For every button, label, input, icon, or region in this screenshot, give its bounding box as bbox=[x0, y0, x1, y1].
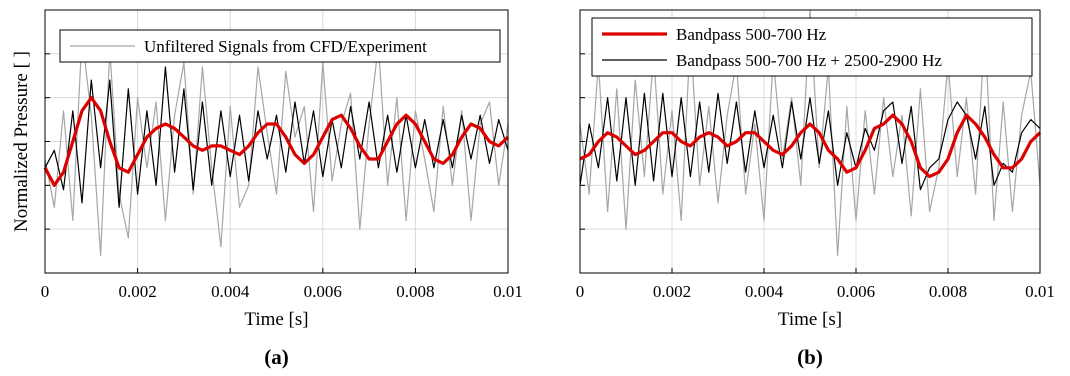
panel-a-legend: Unfiltered Signals from CFD/Experiment bbox=[59, 29, 501, 63]
panel-a-x-tick-label-2: 0.004 bbox=[211, 282, 250, 301]
panel-a-legend-label-0: Unfiltered Signals from CFD/Experiment bbox=[144, 37, 427, 56]
panel-b-x-tick-label-2: 0.004 bbox=[745, 282, 784, 301]
panel-b-legend-label-1: Bandpass 500-700 Hz + 2500-2900 Hz bbox=[676, 51, 942, 70]
panel-b-series-line-2 bbox=[579, 113, 1042, 179]
panel-a-x-tick-label-1: 0.002 bbox=[118, 282, 156, 301]
panel-a-label: (a) bbox=[264, 345, 289, 369]
panel-a-x-tick-label-5: 0.01 bbox=[493, 282, 523, 301]
panel-a: 0 0.002 0.004 0.006 0.008 0.01 Time [s] Norma… bbox=[11, 9, 523, 369]
panel-b-legend-box bbox=[591, 17, 1033, 77]
panel-a-x-tick-label-3: 0.006 bbox=[304, 282, 342, 301]
panel-b: 0 0.002 0.004 0.006 0.008 0.01 Time [s] Bandp… bbox=[576, 9, 1055, 369]
panel-a-ticks: 0 0.002 0.004 0.006 0.008 0.01 bbox=[41, 53, 523, 301]
panel-a-x-axis-label: Time [s] bbox=[244, 309, 308, 330]
panel-b-series-line-1 bbox=[579, 92, 1041, 191]
panel-a-series-line-0 bbox=[44, 35, 509, 257]
panel-b-x-tick-label-3: 0.006 bbox=[837, 282, 875, 301]
panel-b-x-tick-label-1: 0.002 bbox=[653, 282, 691, 301]
panel-b-x-axis-label: Time [s] bbox=[778, 309, 842, 330]
panel-a-x-tick-label-4: 0.008 bbox=[396, 282, 434, 301]
panel-b-ticks: 0 0.002 0.004 0.006 0.008 0.01 bbox=[576, 53, 1055, 301]
panel-b-x-tick-label-5: 0.01 bbox=[1025, 282, 1055, 301]
panel-a-series-line-2 bbox=[43, 96, 510, 187]
panel-b-legend: Bandpass 500-700 Hz Bandpass 500-700 Hz +… bbox=[591, 17, 1033, 77]
panel-b-legend-label-0: Bandpass 500-700 Hz bbox=[676, 25, 827, 44]
panel-a-x-tick-label-0: 0 bbox=[41, 282, 50, 301]
panel-b-x-tick-label-0: 0 bbox=[576, 282, 585, 301]
panel-a-series bbox=[43, 35, 510, 257]
panel-a-y-axis-label: Normalized Pressure [ ] bbox=[11, 51, 32, 232]
panel-b-x-tick-label-4: 0.008 bbox=[929, 282, 967, 301]
panel-b-label: (b) bbox=[797, 345, 823, 369]
